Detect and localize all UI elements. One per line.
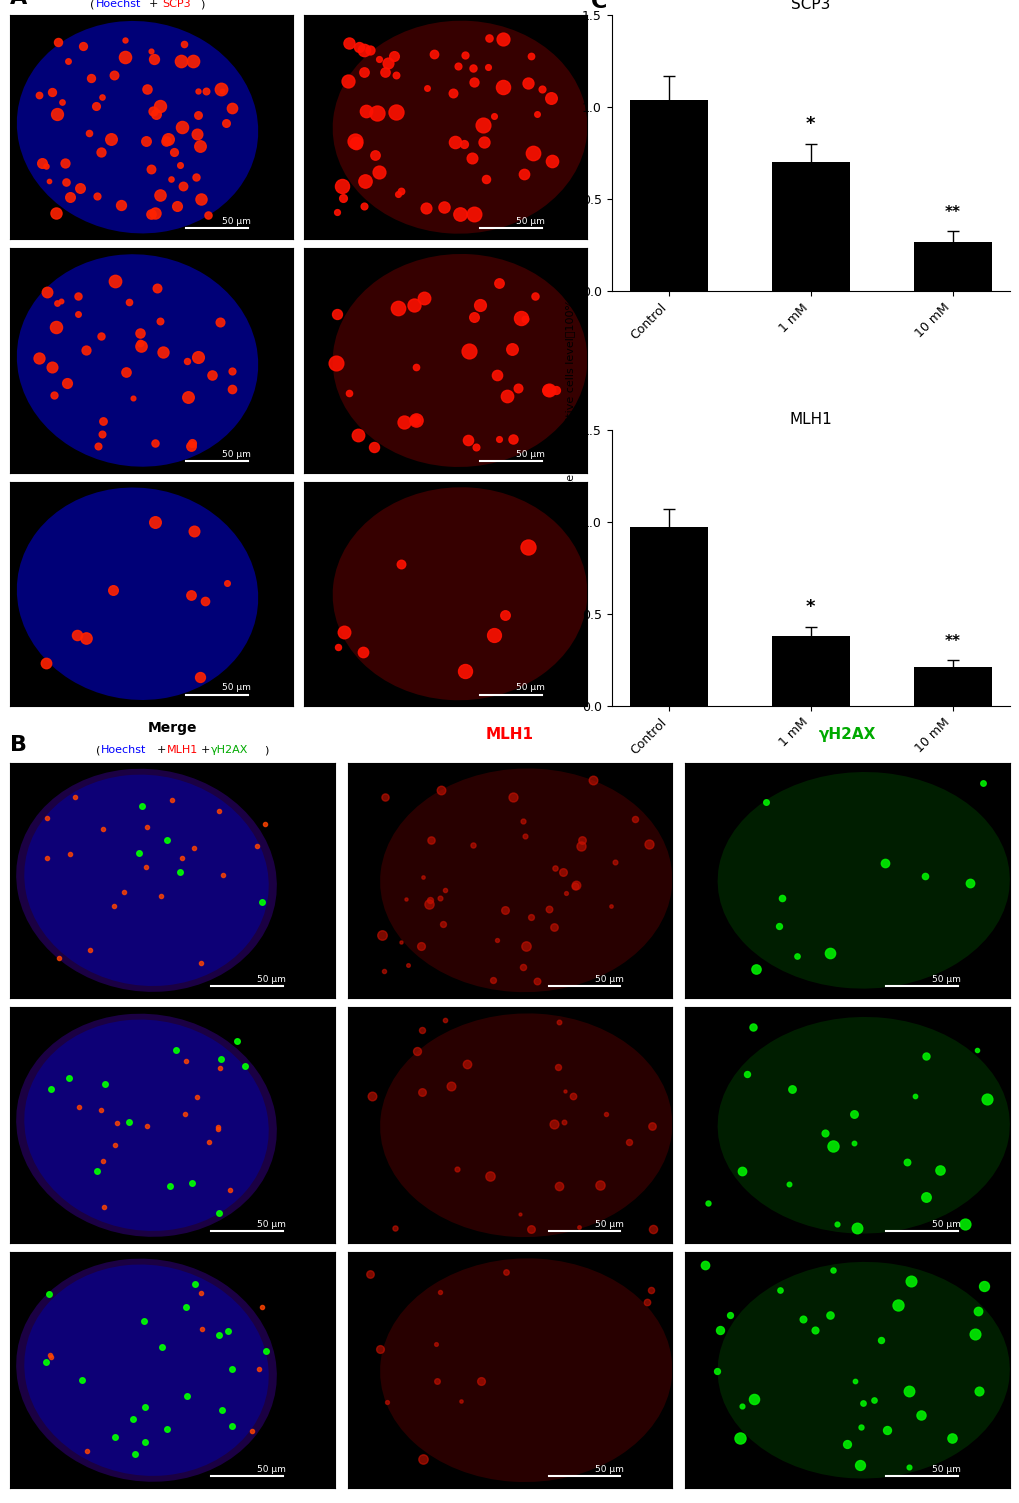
Ellipse shape — [24, 1264, 268, 1476]
Text: Hoechst: Hoechst — [101, 745, 147, 755]
Text: **: ** — [944, 634, 960, 649]
Ellipse shape — [717, 1018, 1009, 1234]
Text: **: ** — [944, 204, 960, 219]
Ellipse shape — [380, 1013, 672, 1237]
Text: 50 μm: 50 μm — [221, 216, 251, 225]
Text: C: C — [591, 0, 607, 12]
Ellipse shape — [717, 1263, 1009, 1479]
Text: 50 μm: 50 μm — [594, 1220, 623, 1229]
Text: (: ( — [96, 745, 100, 755]
Text: MLH1: MLH1 — [485, 726, 534, 741]
Ellipse shape — [16, 487, 258, 700]
Text: *: * — [805, 598, 815, 616]
Ellipse shape — [717, 773, 1009, 989]
Text: A: A — [10, 0, 28, 8]
Text: Merge: Merge — [148, 721, 197, 735]
Title: MLH1: MLH1 — [789, 412, 832, 427]
Bar — [771, 636, 849, 706]
Text: 50 μm: 50 μm — [221, 684, 251, 693]
Text: 50 μm: 50 μm — [931, 1220, 960, 1229]
Text: 50 μm: 50 μm — [257, 975, 285, 984]
Ellipse shape — [16, 254, 258, 467]
Ellipse shape — [24, 774, 268, 986]
Text: MLH1: MLH1 — [167, 745, 199, 755]
Text: 50 μm: 50 μm — [516, 216, 544, 225]
Text: Hoechst: Hoechst — [96, 0, 141, 9]
Ellipse shape — [332, 254, 587, 467]
Title: SCP3: SCP3 — [791, 0, 829, 12]
Text: ): ) — [200, 0, 204, 9]
Text: *: * — [805, 114, 815, 132]
Ellipse shape — [380, 1258, 672, 1482]
Text: +: + — [201, 745, 210, 755]
Ellipse shape — [16, 1258, 276, 1482]
Text: 50 μm: 50 μm — [257, 1465, 285, 1474]
Text: Relative positive cells level（100%）: Relative positive cells level（100%） — [566, 293, 576, 488]
Ellipse shape — [380, 768, 672, 992]
Text: 50 μm: 50 μm — [257, 1220, 285, 1229]
Text: 50 μm: 50 μm — [516, 684, 544, 693]
Text: 50 μm: 50 μm — [931, 1465, 960, 1474]
Bar — [629, 528, 707, 706]
Bar — [771, 162, 849, 292]
Ellipse shape — [16, 1013, 276, 1237]
Text: 50 μm: 50 μm — [221, 451, 251, 458]
Text: SCP3: SCP3 — [162, 0, 191, 9]
Text: 50 μm: 50 μm — [516, 451, 544, 458]
Ellipse shape — [16, 21, 258, 233]
Text: +: + — [149, 0, 158, 9]
Text: +: + — [157, 745, 166, 755]
Bar — [913, 667, 990, 706]
Ellipse shape — [332, 21, 587, 233]
Ellipse shape — [16, 768, 276, 992]
Text: (: ( — [91, 0, 95, 9]
Text: ): ) — [264, 745, 268, 755]
Text: 50 μm: 50 μm — [594, 1465, 623, 1474]
Text: γH2AX: γH2AX — [818, 726, 875, 741]
Bar — [629, 99, 707, 292]
Text: 50 μm: 50 μm — [594, 975, 623, 984]
Text: B: B — [10, 735, 28, 756]
Text: 50 μm: 50 μm — [931, 975, 960, 984]
Text: γH2AX: γH2AX — [211, 745, 249, 755]
Ellipse shape — [24, 1019, 268, 1231]
Ellipse shape — [332, 487, 587, 700]
Bar — [913, 242, 990, 292]
